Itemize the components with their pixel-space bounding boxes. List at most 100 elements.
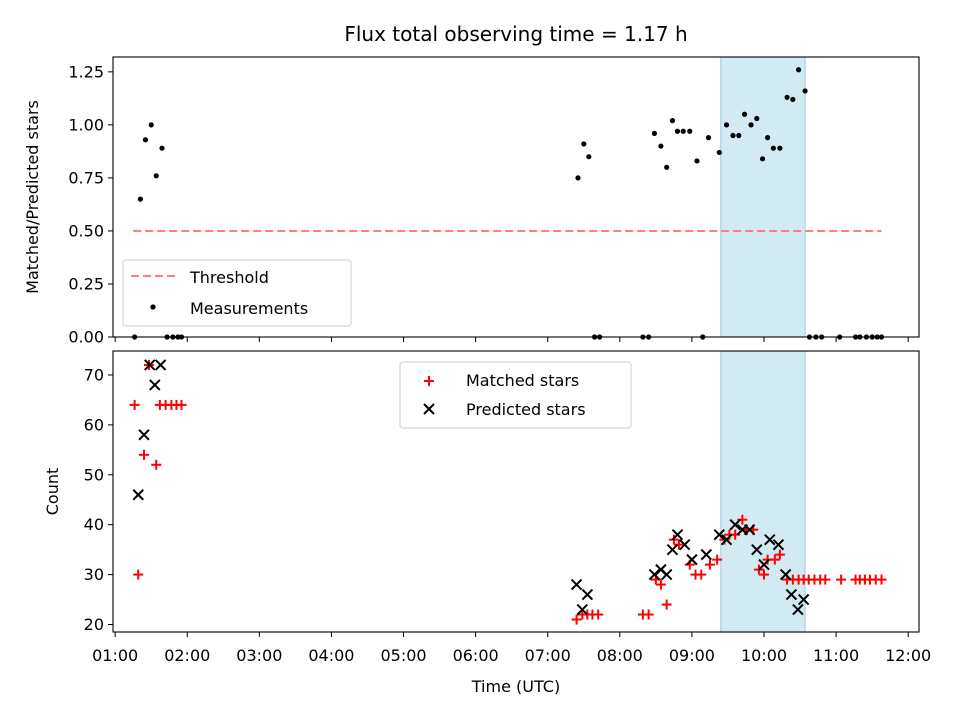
x-tick-label: 09:00	[669, 646, 715, 665]
top-highlight-region	[720, 56, 806, 338]
measurement-point	[777, 145, 783, 151]
bottom-legend-box	[399, 361, 632, 429]
measurement-point	[153, 173, 159, 179]
measurement-point	[581, 141, 587, 147]
measurement-point	[148, 122, 154, 128]
predicted-star-stroke	[581, 588, 594, 601]
predicted-star-stroke	[785, 588, 798, 601]
y-tick-label: 0.50	[68, 221, 104, 240]
matched-star-point	[571, 614, 582, 625]
predicted-star-point	[758, 558, 770, 571]
matched-star-point	[753, 564, 764, 575]
predicted-star-stroke	[149, 379, 161, 391]
y-tick-label: 50	[84, 465, 104, 484]
x-tick-label: 08:00	[597, 646, 643, 665]
predicted-star-point	[779, 568, 792, 581]
y-tick-label: 70	[84, 365, 104, 384]
x-tick-label: 06:00	[453, 646, 499, 665]
measurement-point	[736, 132, 742, 139]
predicted-legend-swatch	[423, 403, 435, 415]
y-tick-label: 60	[84, 415, 104, 434]
measurement-point	[674, 128, 681, 134]
predicted-star-point	[713, 528, 726, 541]
predicted-star-point	[154, 359, 167, 371]
matched-star-point	[759, 569, 769, 580]
predicted-star-stroke	[154, 359, 167, 371]
bottom-x-axis: 01:00 02:00 03:00 04:00 05:00 06:00 07:00 08:00…	[92, 632, 931, 665]
predicted-star-stroke	[792, 603, 804, 616]
bottom-panel: 20 30 40 50 60 70 01:00 02:00 03:00 04:00 05:00 06…	[43, 350, 931, 696]
measurement-point	[651, 130, 658, 136]
predicted-star-point	[576, 603, 589, 616]
y-tick-label: 1.25	[68, 62, 104, 81]
matched-star-point	[643, 609, 654, 620]
predicted-star-point	[686, 553, 698, 566]
predicted-star-point	[671, 528, 684, 541]
predicted-star-point	[149, 379, 161, 391]
predicted-star-point	[666, 543, 679, 556]
matched-star-point	[876, 574, 887, 585]
measurement-point	[796, 67, 802, 73]
predicted-star-point	[720, 533, 733, 546]
predicted-star-point	[138, 429, 150, 441]
y-tick-label: 1.00	[68, 115, 104, 134]
matched-star-point	[774, 549, 785, 560]
predicted-star-point	[144, 359, 156, 371]
measurement-point	[754, 115, 760, 122]
top-legend-box	[122, 259, 352, 327]
predicted-star-stroke	[713, 528, 726, 541]
top-panel: 0.00 0.25 0.50 0.75 1.00 1.25 Matched/Predict…	[23, 56, 920, 347]
matched-star-point	[661, 599, 672, 610]
predicted-star-stroke	[660, 568, 673, 581]
highlight-span	[720, 56, 806, 338]
matched-star-point	[836, 574, 847, 585]
predicted-star-point	[785, 588, 798, 601]
threshold-legend-label: Threshold	[189, 268, 269, 287]
x-tick-label: 10:00	[741, 646, 787, 665]
predicted-star-point	[792, 603, 804, 616]
matched-star-point	[673, 539, 684, 550]
predicted-star-stroke	[700, 548, 713, 561]
measurement-point	[694, 158, 700, 164]
y-tick-label: 0.75	[68, 168, 104, 187]
matched-star-point	[820, 574, 831, 585]
predicted-star-stroke	[132, 489, 144, 501]
measurement-point	[669, 118, 676, 124]
predicted-star-point	[743, 523, 756, 536]
measurement-point	[664, 164, 670, 170]
chart-title: Flux total observing time = 1.17 h	[344, 22, 687, 46]
x-tick-label: 01:00	[92, 646, 138, 665]
matched-star-point	[704, 559, 715, 570]
matched-star-point	[655, 579, 666, 590]
matched-star-point	[151, 459, 162, 470]
predicted-legend-label: Predicted stars	[466, 400, 586, 419]
predicted-star-stroke	[671, 528, 684, 541]
predicted-star-stroke	[144, 359, 156, 371]
predicted-star-stroke	[666, 543, 679, 556]
predicted-star-point	[772, 538, 785, 551]
matched-legend-swatch	[424, 376, 434, 386]
top-x-ticks	[114, 337, 909, 342]
matched-star-point	[769, 554, 780, 565]
predicted-star-stroke	[797, 593, 810, 606]
y-tick-label: 20	[84, 615, 104, 634]
measurement-point	[680, 128, 686, 134]
predicted-star-stroke	[758, 558, 770, 571]
predicted-star-point	[570, 578, 583, 591]
measurement-point	[765, 135, 771, 141]
bottom-y-axis-label: Count	[43, 468, 62, 516]
predicted-star-point	[700, 548, 713, 561]
measurement-point	[159, 145, 165, 151]
x-tick-label: 02:00	[164, 646, 210, 665]
measurement-point	[705, 135, 712, 141]
predicted-star-stroke	[743, 523, 756, 536]
top-y-axis: 0.00 0.25 0.50 0.75 1.00 1.25	[68, 62, 113, 347]
measurement-point	[790, 96, 796, 103]
measurement-point	[658, 143, 664, 149]
measurement-point	[575, 175, 581, 181]
x-tick-label: 07:00	[525, 646, 571, 665]
x-tick-label: 11:00	[813, 646, 859, 665]
predicted-stars-points	[132, 359, 810, 616]
measurement-point	[142, 137, 149, 143]
highlight-span	[720, 350, 806, 633]
